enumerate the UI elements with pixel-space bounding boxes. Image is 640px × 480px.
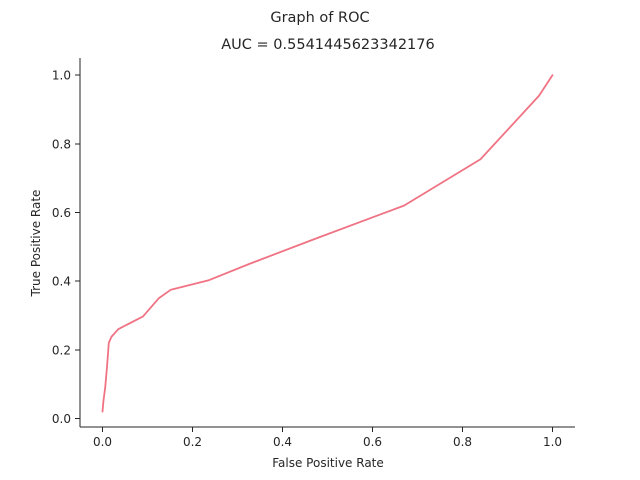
roc-curve-line bbox=[101, 74, 554, 413]
plot-area: 0.0 0.2 0.4 0.6 0.8 1.0 0.0 0.2 0.4 0.6 0.8 1.0 bbox=[52, 58, 575, 449]
y-tick-label: 1.0 bbox=[52, 69, 71, 83]
x-axis-label: False Positive Rate bbox=[272, 456, 384, 470]
chart-suptitle: Graph of ROC bbox=[270, 10, 369, 26]
x-tick-label: 0.2 bbox=[183, 435, 202, 449]
y-axis-label: True Positive Rate bbox=[29, 190, 43, 298]
x-tick-label: 0.8 bbox=[453, 435, 472, 449]
x-tick-label: 0.4 bbox=[273, 435, 292, 449]
y-tick-label: 0.4 bbox=[52, 275, 71, 289]
x-tick-label: 1.0 bbox=[543, 435, 562, 449]
x-tick-label: 0.0 bbox=[93, 435, 112, 449]
y-tick-label: 0.6 bbox=[52, 206, 71, 220]
y-tick-label: 0.2 bbox=[52, 343, 71, 357]
x-tick-label: 0.6 bbox=[363, 435, 382, 449]
y-tick-label: 0.0 bbox=[52, 412, 71, 426]
chart-title: AUC = 0.5541445623342176 bbox=[221, 37, 434, 53]
y-tick-label: 0.8 bbox=[52, 137, 71, 151]
